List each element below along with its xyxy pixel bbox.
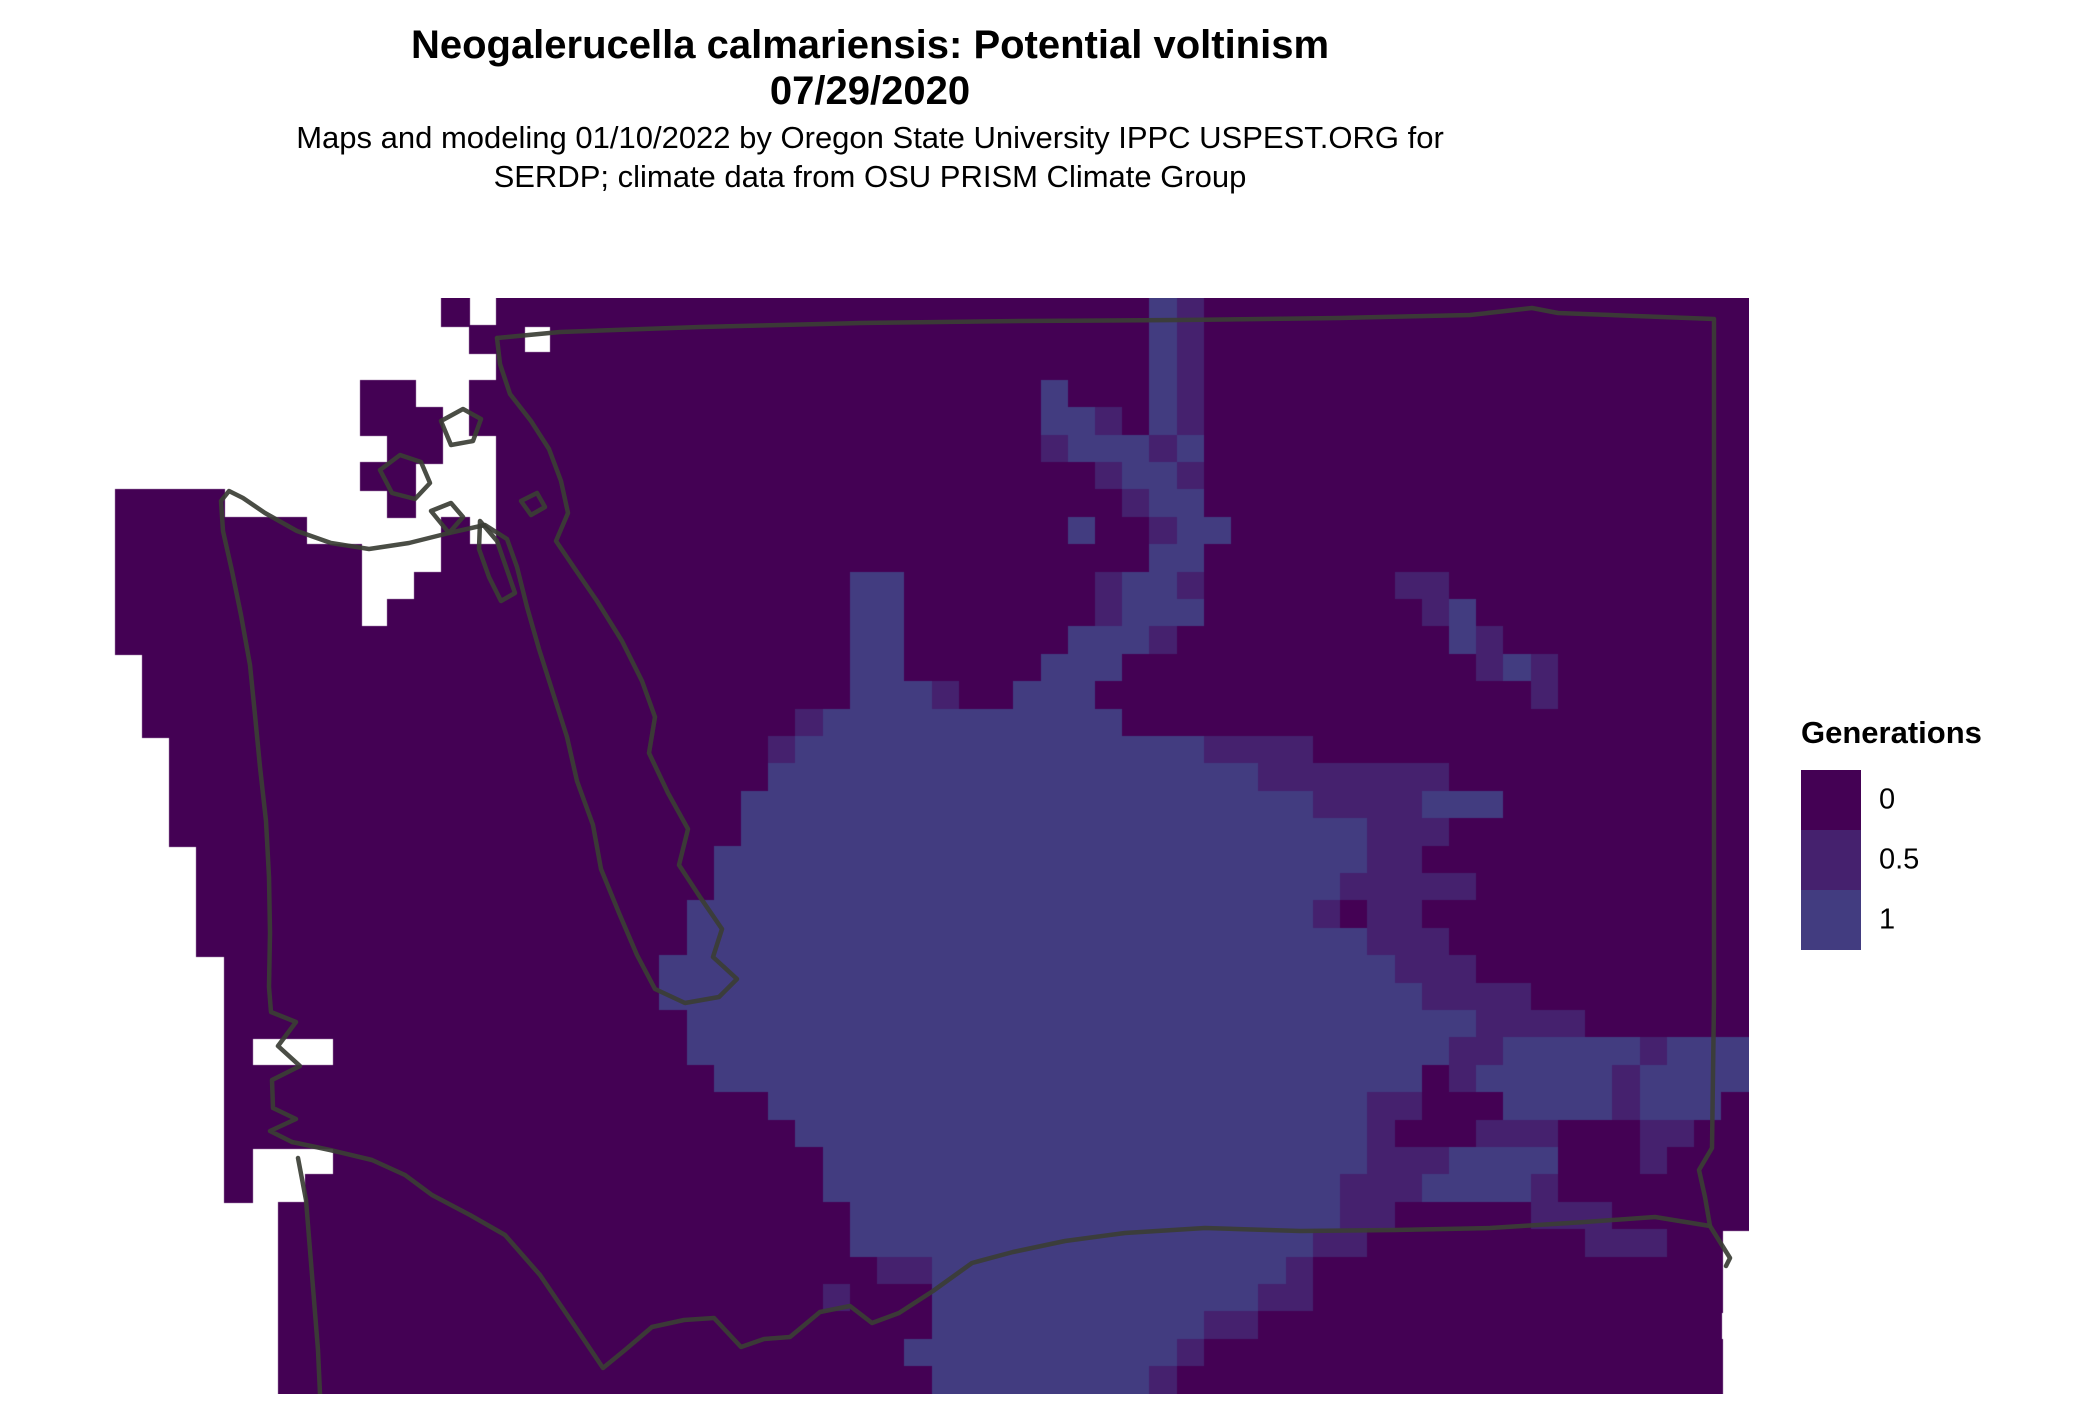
legend: Generations 0 0.5 1 (1801, 716, 2061, 950)
subtitle-line-1: Maps and modeling 01/10/2022 by Oregon S… (296, 120, 1444, 155)
legend-swatch-1 (1801, 890, 1861, 950)
voltinism-raster-map (88, 298, 1749, 1394)
legend-item: 0 (1801, 770, 2061, 830)
legend-item: 0.5 (1801, 830, 2061, 890)
generations-raster-canvas (88, 298, 1749, 1394)
title-line-1: Neogalerucella calmariensis: Potential v… (410, 23, 1330, 67)
legend-label-0.5: 0.5 (1879, 843, 1920, 876)
legend-title: Generations (1801, 715, 1982, 750)
legend-item: 1 (1801, 890, 2061, 950)
figure-subtitle: Maps and modeling 01/10/2022 by Oregon S… (0, 118, 1740, 196)
figure-title: Neogalerucella calmariensis: Potential v… (0, 22, 1740, 114)
legend-label-1: 1 (1879, 903, 1896, 936)
legend-swatch-0.5 (1801, 830, 1861, 890)
legend-label-0: 0 (1879, 783, 1896, 816)
legend-swatch-0 (1801, 770, 1861, 830)
title-line-2: 07/29/2020 (769, 69, 971, 113)
subtitle-line-2: SERDP; climate data from OSU PRISM Clima… (493, 159, 1247, 194)
